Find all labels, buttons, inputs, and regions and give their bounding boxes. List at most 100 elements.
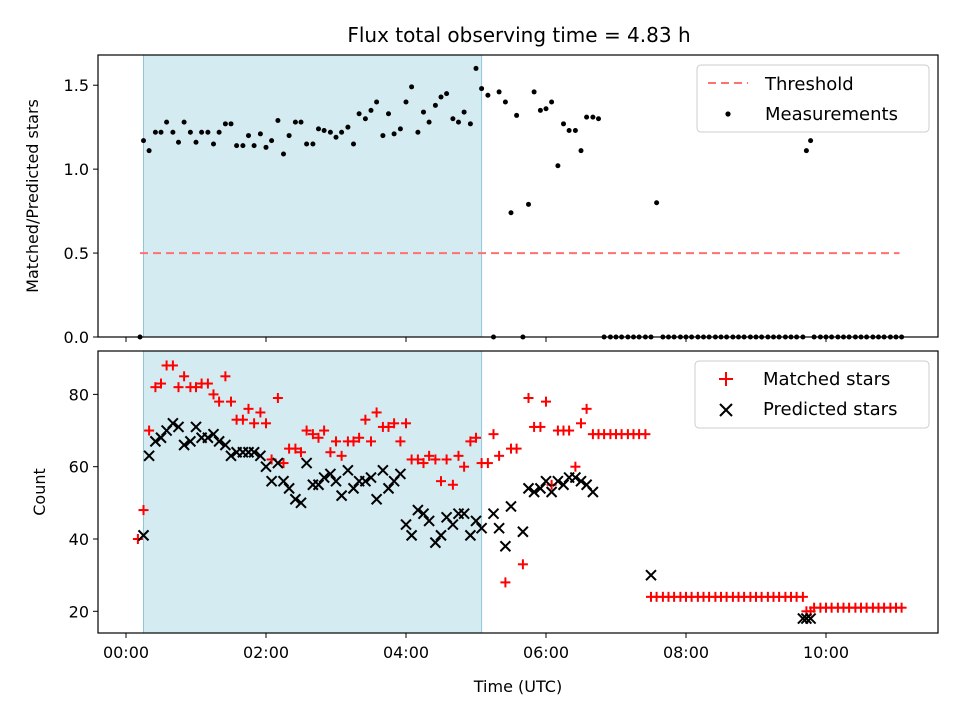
matched-point bbox=[581, 403, 592, 414]
measurement-point bbox=[281, 151, 286, 157]
predicted-point bbox=[219, 439, 232, 451]
top-panel: 0.0 0.5 1.0 1.5 Matched/Predicted stars Thr… bbox=[23, 54, 939, 347]
measurement-point bbox=[240, 143, 246, 149]
measurement-point bbox=[164, 119, 170, 125]
predicted-point bbox=[528, 486, 540, 498]
bottom-panel-ylabel: Count bbox=[30, 468, 49, 516]
matched-point bbox=[441, 454, 452, 465]
matched-point bbox=[261, 418, 271, 429]
predicted-point bbox=[190, 421, 202, 433]
measurement-point bbox=[333, 134, 339, 140]
predicted-point bbox=[295, 497, 307, 509]
measurement-point bbox=[205, 129, 211, 135]
measurement-point bbox=[590, 114, 596, 120]
measurement-point bbox=[596, 116, 601, 122]
matched-point bbox=[243, 403, 254, 414]
predicted-point bbox=[225, 450, 237, 462]
predicted-point bbox=[400, 518, 412, 531]
measurement-point bbox=[531, 89, 537, 95]
matched-point bbox=[272, 393, 283, 403]
y-tick-label: 60 bbox=[69, 458, 89, 477]
top-panel-frame bbox=[97, 54, 939, 338]
measurement-point bbox=[316, 126, 321, 132]
y-tick-label: 1.5 bbox=[64, 76, 89, 95]
predicted-point bbox=[645, 569, 657, 581]
matched-point bbox=[436, 476, 446, 487]
top-panel-ticks: 0.0 0.5 1.0 1.5 bbox=[64, 76, 827, 347]
predicted-point bbox=[149, 435, 162, 448]
measurement-point bbox=[572, 128, 578, 134]
matched-point bbox=[325, 447, 336, 458]
y-tick-label: 1.0 bbox=[64, 160, 89, 179]
matched-point bbox=[132, 534, 143, 544]
measurement-point bbox=[526, 201, 531, 207]
bottom-legend-box bbox=[694, 360, 930, 429]
measurement-point bbox=[356, 111, 362, 117]
predicted-point bbox=[499, 540, 512, 552]
matched-point bbox=[482, 458, 493, 469]
predicted-point bbox=[552, 475, 564, 487]
predicted-point bbox=[370, 493, 383, 505]
predicted-point bbox=[347, 482, 360, 495]
measurement-point bbox=[584, 114, 590, 120]
matched-point bbox=[348, 436, 359, 447]
matched-point bbox=[523, 393, 534, 403]
predicted-point bbox=[300, 457, 313, 469]
predicted-point bbox=[202, 432, 214, 444]
top-panel-ylabel: Matched/Predicted stars bbox=[23, 99, 42, 293]
matched-point bbox=[401, 418, 411, 429]
predicted-point bbox=[505, 500, 517, 513]
measurement-point bbox=[456, 119, 461, 125]
matched-point bbox=[465, 436, 476, 447]
predicted-point bbox=[365, 471, 377, 484]
matched-point bbox=[383, 421, 394, 432]
matched-point bbox=[249, 418, 260, 429]
predicted-point bbox=[213, 435, 225, 448]
predicted-point bbox=[804, 612, 817, 625]
matched-point bbox=[336, 450, 347, 461]
predicted-point bbox=[330, 475, 342, 487]
measurement-point bbox=[345, 124, 351, 130]
measurement-point bbox=[310, 141, 316, 147]
measurement-point bbox=[187, 129, 193, 135]
measurement-point bbox=[193, 139, 199, 145]
predicted-point bbox=[283, 482, 295, 495]
y-tick-label: 0.5 bbox=[64, 244, 89, 263]
predicted-point bbox=[248, 446, 260, 458]
measurement-point bbox=[211, 141, 216, 147]
measurement-point bbox=[508, 210, 514, 216]
predicted-point bbox=[417, 507, 430, 520]
matched-point bbox=[494, 450, 505, 461]
measurement-point bbox=[246, 133, 251, 139]
predicted-point bbox=[260, 460, 272, 473]
measurement-point bbox=[222, 121, 228, 127]
y-tick-label: 80 bbox=[69, 385, 89, 404]
predicted-point bbox=[394, 468, 407, 480]
matched-point bbox=[412, 454, 423, 465]
matched-point bbox=[202, 378, 213, 389]
predicted-point bbox=[464, 529, 477, 542]
measurement-point bbox=[374, 99, 380, 105]
y-tick-label: 40 bbox=[69, 530, 89, 549]
predicted-point bbox=[405, 529, 418, 542]
measurement-point bbox=[421, 109, 426, 115]
matched-point bbox=[535, 421, 546, 432]
measurement-point bbox=[269, 138, 275, 144]
top-panel-legend: Threshold Measurements bbox=[696, 64, 930, 133]
matched-point bbox=[576, 418, 586, 429]
chart-title: Flux total observing time = 4.83 h bbox=[347, 23, 690, 47]
matched-point bbox=[301, 425, 312, 436]
predicted-point bbox=[155, 432, 167, 444]
predicted-point bbox=[800, 612, 813, 625]
predicted-point bbox=[143, 450, 155, 462]
x-tick-label: 00:00 bbox=[103, 643, 149, 662]
bottom-panel: 20 40 60 80 00:00 02:00 04:00 06:00 08:00 10:00 C… bbox=[30, 350, 939, 696]
measurement-point bbox=[467, 121, 473, 127]
matched-point bbox=[395, 436, 406, 447]
matched-point bbox=[278, 458, 289, 469]
measurement-point bbox=[275, 117, 281, 123]
y-tick-label: 20 bbox=[69, 602, 89, 621]
top-panel-shaded-span bbox=[143, 54, 483, 338]
predicted-point bbox=[265, 475, 278, 487]
